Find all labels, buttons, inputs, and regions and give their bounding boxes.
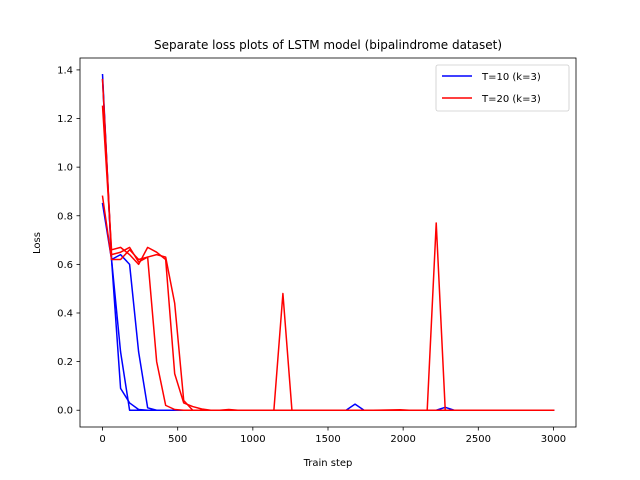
y-tick-label: 0.0	[57, 406, 73, 417]
y-tick-label: 1.0	[57, 163, 73, 174]
x-tick-label: 1500	[315, 434, 340, 445]
y-axis-label: Loss	[32, 232, 43, 254]
chart-title: Separate loss plots of LSTM model (bipal…	[154, 38, 502, 52]
y-tick-label: 0.8	[57, 211, 73, 222]
series-lines	[101, 73, 555, 411]
x-tick-label: 0	[99, 434, 105, 445]
y-tick-label: 1.4	[57, 65, 73, 76]
legend: T=10 (k=3) T=20 (k=3)	[435, 64, 570, 112]
y-tick-label: 1.2	[57, 114, 73, 125]
x-tick-label: 3000	[541, 434, 566, 445]
y-axis-ticks: 0.0 0.2 0.4 0.6 0.8 1.0 1.2 1.4	[57, 65, 80, 417]
x-tick-label: 1000	[240, 434, 265, 445]
x-tick-label: 2000	[390, 434, 415, 445]
x-axis-ticks: 0 500 1000 1500 2000 2500 3000	[99, 427, 566, 445]
x-tick-label: 2500	[466, 434, 491, 445]
legend-label-t20: T=20 (k=3)	[481, 94, 541, 105]
legend-label-t10: T=10 (k=3)	[481, 72, 541, 83]
y-tick-label: 0.4	[57, 308, 73, 319]
x-axis-label: Train step	[303, 458, 353, 469]
y-tick-label: 0.2	[57, 357, 73, 368]
series-line-t20-run-6	[101, 195, 555, 411]
x-tick-label: 500	[168, 434, 187, 445]
y-tick-label: 0.6	[57, 260, 73, 271]
